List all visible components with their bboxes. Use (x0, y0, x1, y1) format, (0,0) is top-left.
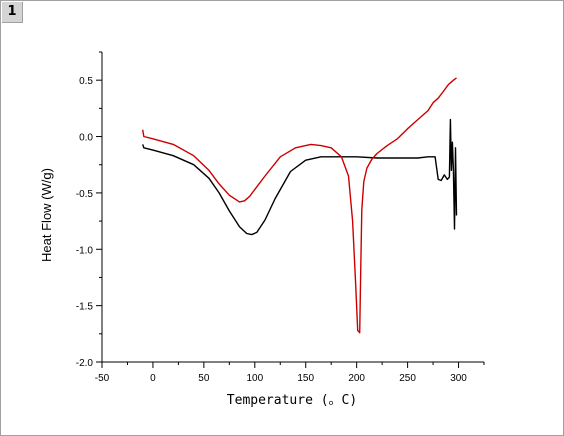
y-tick-label: -0.5 (76, 189, 94, 200)
series-line-2 (142, 77, 457, 334)
y-tick-label: -1.5 (76, 302, 94, 313)
x-tick-label: 0 (150, 373, 156, 384)
series-line-1 (142, 118, 458, 236)
x-tick-label: 300 (450, 373, 467, 384)
x-tick-label: 150 (297, 373, 314, 384)
window-tab[interactable]: 1 (2, 2, 23, 23)
y-tick-label: 0.5 (79, 76, 93, 87)
x-axis-label: Temperature (。C) (227, 393, 357, 408)
x-tick-label: 250 (399, 373, 416, 384)
y-tick-label: -2.0 (76, 358, 94, 369)
x-tick-label: 50 (198, 373, 210, 384)
x-tick-label: 200 (348, 373, 365, 384)
y-axis-label: Heat Flow (W/g) (39, 168, 54, 262)
axes: -50 0 50 100 150 200 250 300 -2.0 -1.5 -1.0 -0.5 0.0… (76, 51, 485, 384)
y-tick-label: 0.0 (79, 133, 93, 144)
x-tick-label: 100 (246, 373, 263, 384)
y-tick-label: -1.0 (76, 245, 94, 256)
series-layer (142, 77, 458, 334)
x-tick-label: -50 (95, 373, 110, 384)
